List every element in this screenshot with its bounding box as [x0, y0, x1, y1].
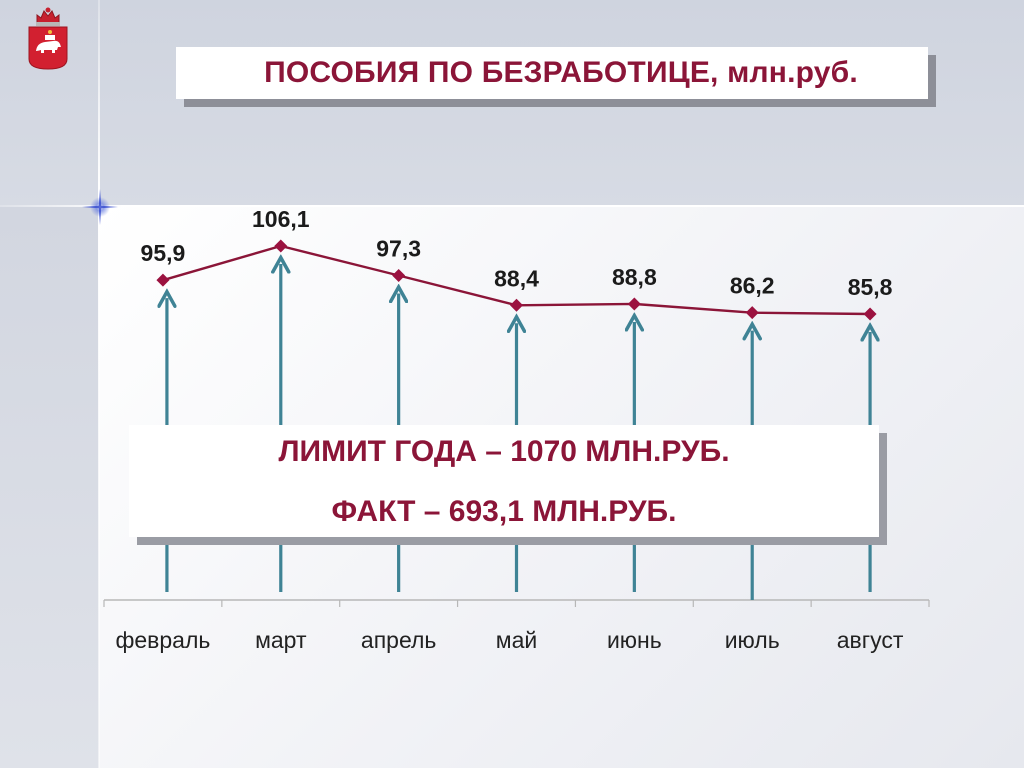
data-label: 85,8 — [848, 274, 893, 300]
data-point — [745, 306, 759, 320]
data-point — [392, 268, 406, 282]
data-point — [510, 298, 523, 312]
actual-total-text: ФАКТ – 693,1 МЛН.РУБ. — [331, 495, 677, 528]
data-label: 88,4 — [494, 265, 539, 291]
data-point — [863, 307, 877, 321]
coat-of-arms-icon — [28, 7, 68, 70]
data-label: 106,1 — [252, 206, 310, 232]
data-point — [627, 297, 641, 311]
data-point — [274, 239, 288, 253]
data-label: 95,9 — [141, 240, 186, 266]
x-tick-label: июнь — [607, 627, 662, 653]
x-tick-label: июль — [725, 627, 780, 653]
data-label: 88,8 — [612, 264, 657, 290]
x-tick-label: апрель — [361, 627, 436, 653]
sparkle-icon — [82, 189, 118, 225]
data-label: 86,2 — [730, 273, 775, 299]
x-tick-label: февраль — [115, 627, 210, 653]
vertical-divider — [98, 0, 100, 768]
data-point — [156, 273, 170, 287]
info-box: ЛИМИТ ГОДА – 1070 МЛН.РУБ. ФАКТ – 693,1 … — [129, 425, 879, 537]
annual-limit-text: ЛИМИТ ГОДА – 1070 МЛН.РУБ. — [278, 435, 730, 468]
left-band — [0, 207, 99, 768]
header-band — [0, 0, 1024, 207]
x-tick-label: май — [496, 627, 537, 653]
x-tick-label: август — [837, 627, 904, 653]
page-title: ПОСОБИЯ ПО БЕЗРАБОТИЦЕ, млн.руб. — [264, 56, 858, 89]
horizontal-divider — [0, 205, 1024, 207]
title-box: ПОСОБИЯ ПО БЕЗРАБОТИЦЕ, млн.руб. — [176, 47, 928, 99]
x-tick-label: март — [255, 627, 307, 653]
data-label: 97,3 — [376, 235, 421, 261]
